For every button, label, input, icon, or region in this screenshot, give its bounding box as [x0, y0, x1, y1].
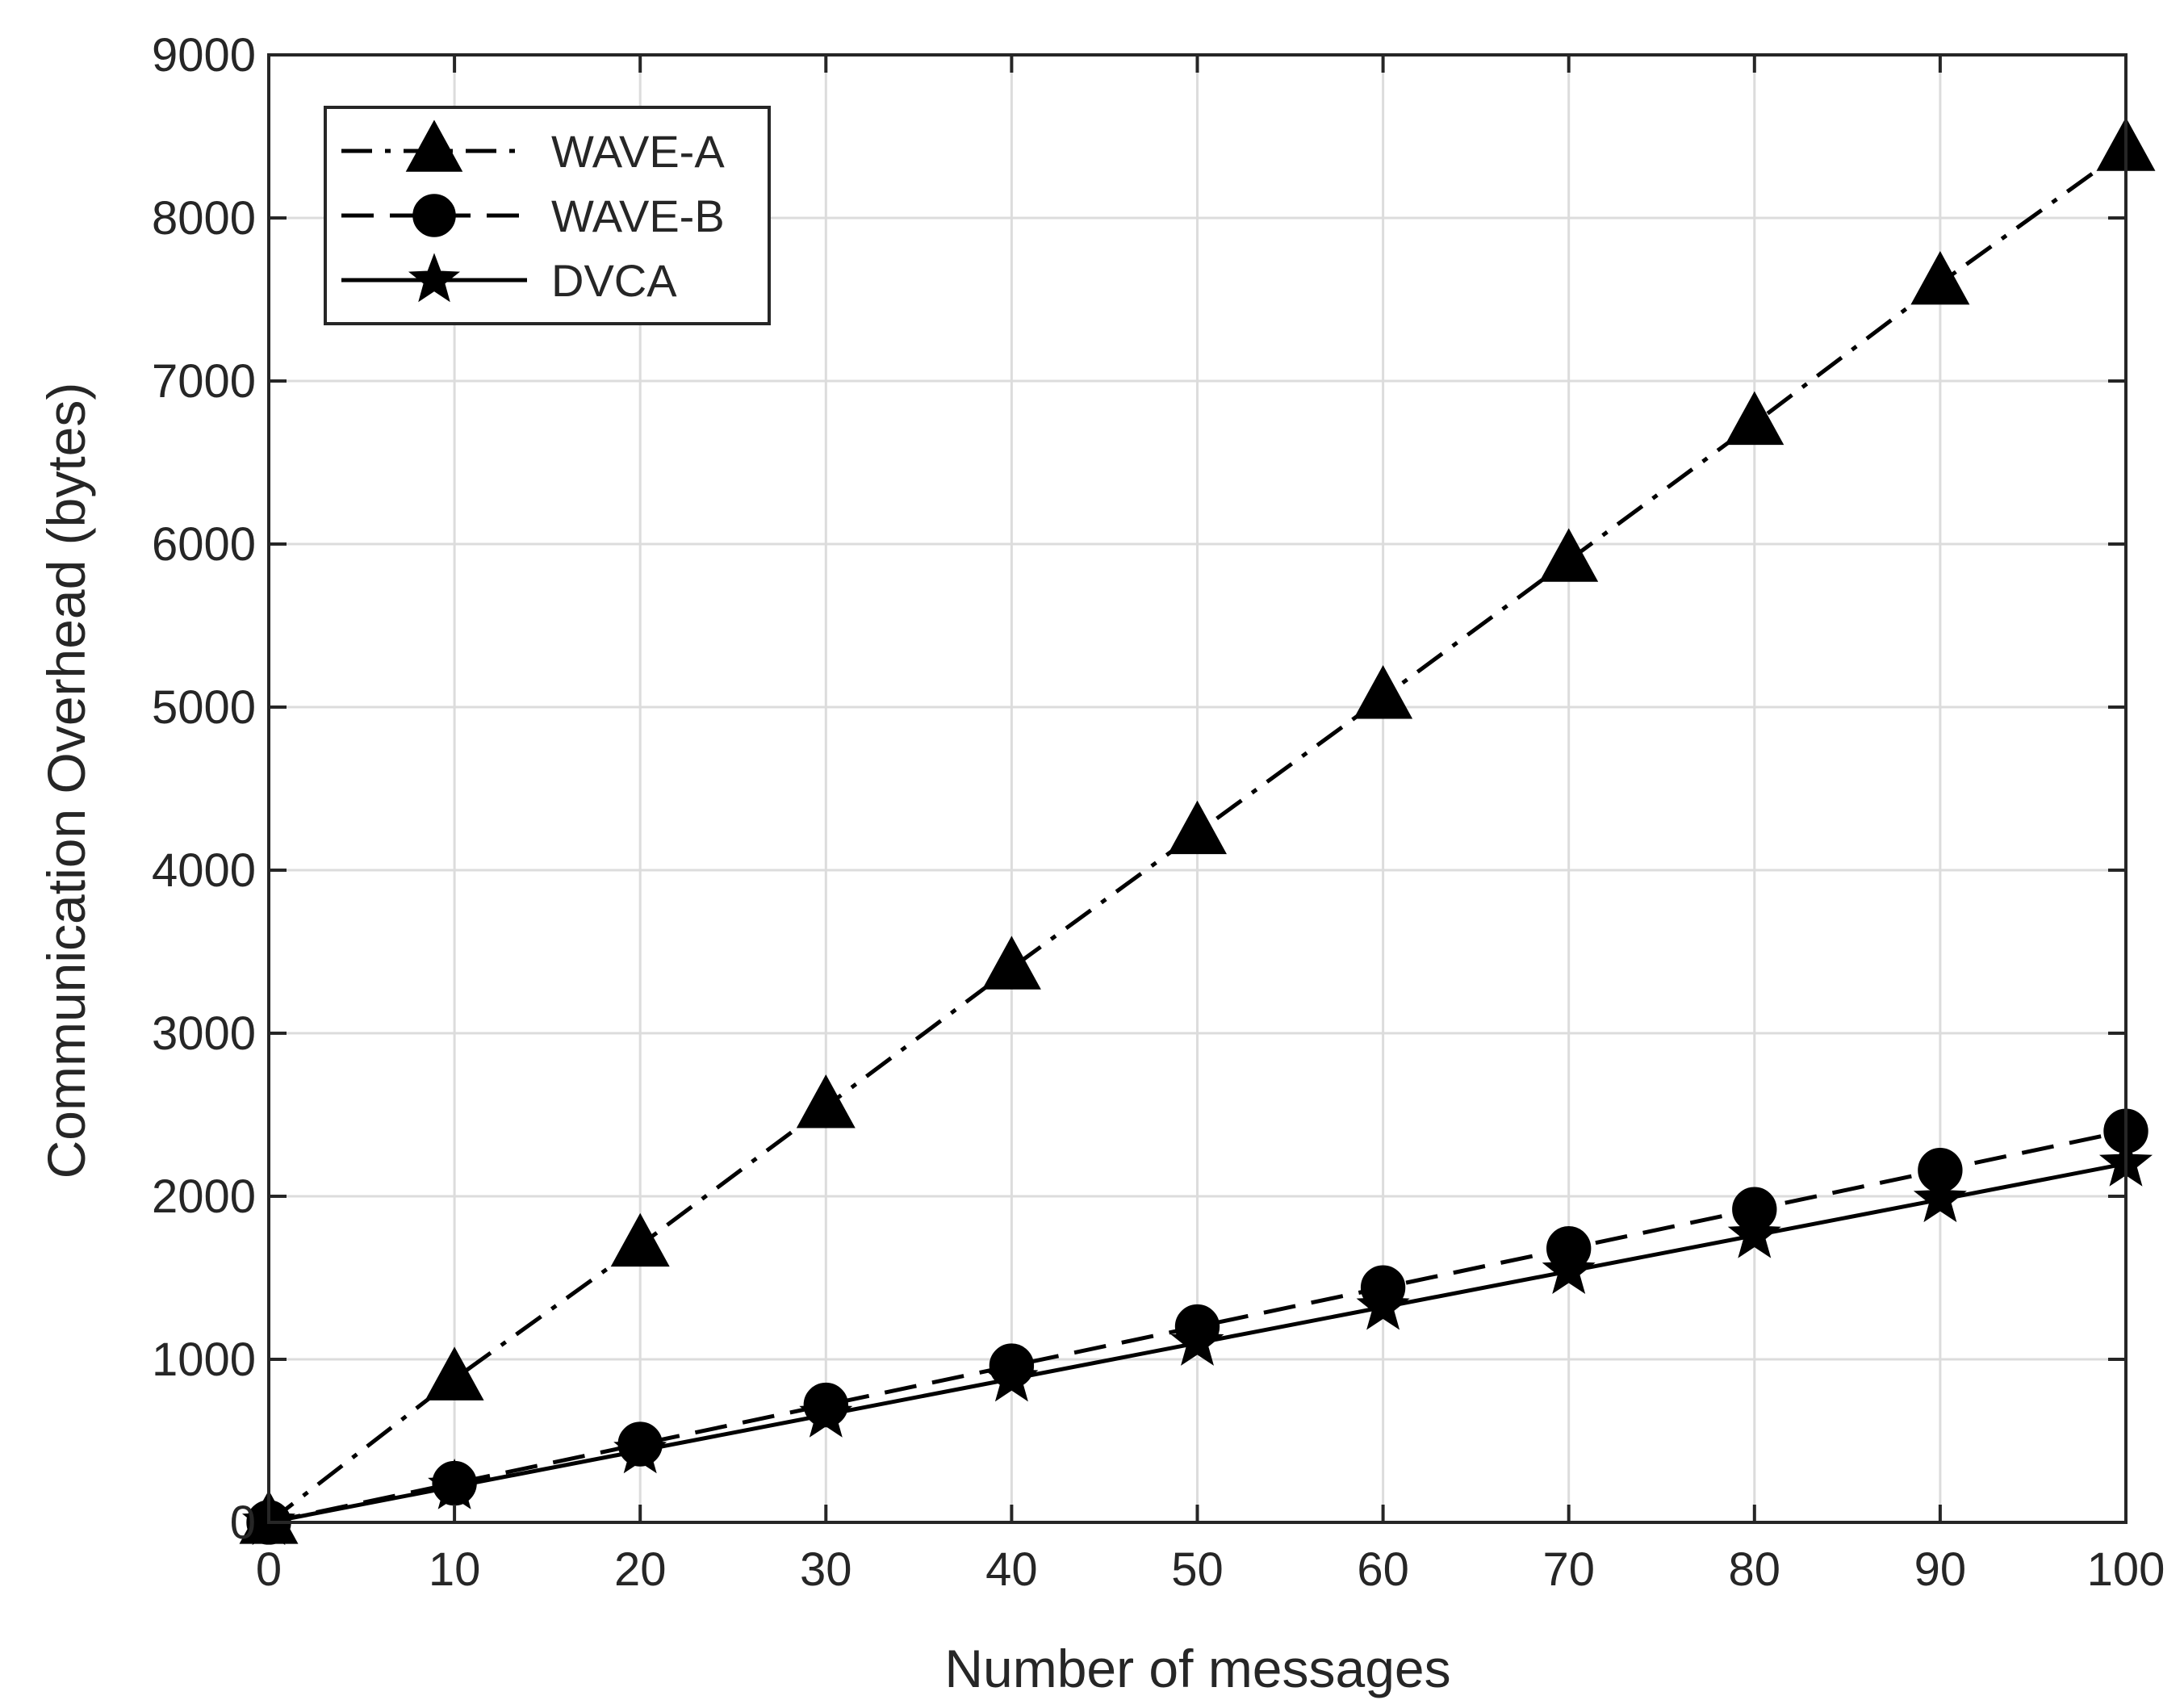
x-tick-label: 20	[614, 1543, 667, 1596]
data-point-dvca	[1170, 1315, 1224, 1366]
data-point-dvca	[1356, 1279, 1410, 1330]
x-tick-label: 70	[1542, 1543, 1595, 1596]
x-tick-label: 90	[1914, 1543, 1967, 1596]
y-axis-label: Communication Overhead (bytes)	[36, 383, 96, 1179]
data-point-wave-a	[610, 1212, 670, 1267]
data-point-wave-a	[1725, 391, 1784, 446]
legend: WAVE-A WAVE-B DVCA	[324, 106, 771, 325]
x-tick-label: 50	[1171, 1543, 1224, 1596]
legend-label-wave-a: WAVE-A	[551, 126, 725, 177]
x-tick-label: 10	[429, 1543, 481, 1596]
data-point-wave-a	[1353, 665, 1413, 719]
x-tick-label: 60	[1357, 1543, 1409, 1596]
data-point-dvca	[428, 1458, 482, 1509]
y-tick-label: 8000	[152, 192, 256, 245]
y-tick-label: 5000	[152, 681, 256, 734]
y-tick-label: 7000	[152, 355, 256, 408]
data-point-wave-a	[425, 1346, 484, 1400]
y-tick-label: 6000	[152, 518, 256, 571]
x-tick-label: 30	[800, 1543, 852, 1596]
y-tick-label: 9000	[152, 29, 256, 82]
y-tick-label: 0	[230, 1497, 256, 1549]
data-point-dvca	[1542, 1243, 1596, 1295]
data-point-dvca	[1727, 1207, 1781, 1258]
legend-label-wave-b: WAVE-B	[551, 190, 725, 241]
data-point-dvca	[985, 1350, 1039, 1402]
y-tick-label: 2000	[152, 1170, 256, 1223]
x-tick-label: 80	[1729, 1543, 1781, 1596]
series-line-wave-a	[267, 148, 2128, 1524]
data-point-wave-a	[1168, 800, 1227, 855]
axes: 0 10 20 30 40 50 60 70 80 90 100010002000300040005…	[152, 29, 2165, 1596]
data-point-wave-a	[796, 1074, 856, 1128]
legend-marker-wave-a	[405, 119, 463, 172]
data-point-dvca	[799, 1386, 853, 1438]
data-point-wave-a	[1910, 250, 1970, 305]
x-tick-label: 0	[256, 1543, 282, 1596]
y-tick-label: 3000	[152, 1007, 256, 1060]
legend-label-dvca: DVCA	[551, 255, 677, 306]
legend-marker-wave-b	[412, 194, 456, 237]
series-layer	[239, 117, 2156, 1546]
x-axis-label: Number of messages	[944, 1639, 1450, 1698]
data-point-wave-a	[981, 936, 1041, 990]
x-tick-label: 100	[2087, 1543, 2165, 1596]
series-wave-a	[239, 117, 2156, 1544]
legend-marker-dvca	[408, 253, 461, 303]
y-tick-label: 4000	[152, 844, 256, 897]
x-tick-label: 40	[985, 1543, 1038, 1596]
data-point-dvca	[1913, 1171, 1967, 1223]
y-tick-label: 1000	[152, 1333, 256, 1386]
data-point-wave-a	[1539, 528, 1599, 582]
data-point-dvca	[613, 1422, 667, 1474]
